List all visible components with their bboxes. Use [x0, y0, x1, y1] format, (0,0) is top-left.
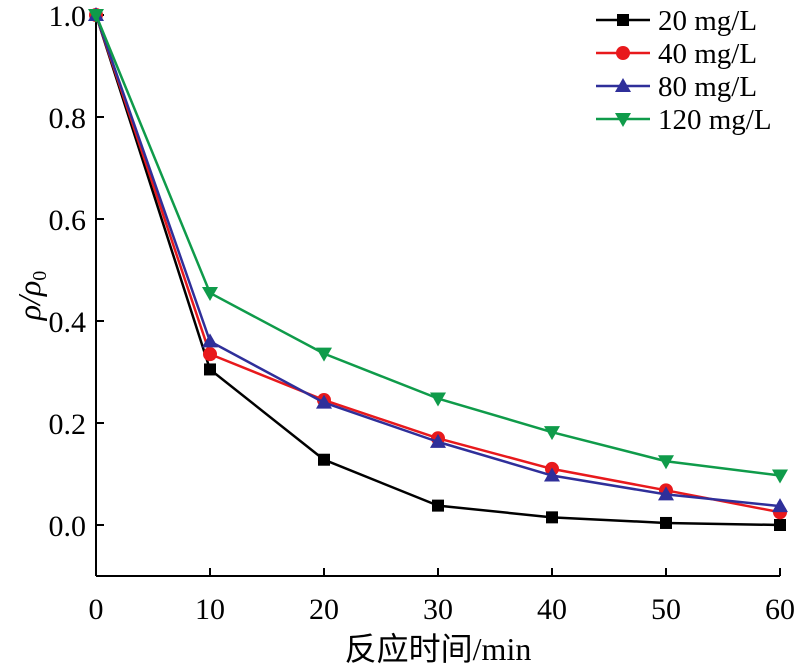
- series-2: [88, 7, 788, 513]
- series-layer: [88, 7, 788, 531]
- y-axis-title-subscript: 0: [29, 271, 51, 281]
- data-point-square: [774, 519, 786, 531]
- data-point-triangle-down: [202, 286, 218, 301]
- data-point-triangle-down: [658, 455, 674, 470]
- data-point-square: [617, 14, 629, 26]
- series-0: [90, 9, 786, 531]
- x-tick-label: 40: [537, 593, 567, 626]
- data-point-triangle-up: [430, 433, 446, 448]
- y-tick-label: 0.8: [49, 102, 87, 135]
- x-tick-label: 50: [651, 593, 681, 626]
- series-3: [88, 9, 788, 484]
- data-point-triangle-up: [615, 78, 631, 92]
- data-point-triangle-up: [202, 333, 218, 348]
- x-tick-label: 10: [195, 593, 225, 626]
- legend-item: 20 mg/L: [596, 5, 757, 37]
- data-point-triangle-down: [88, 9, 104, 23]
- data-point-square: [204, 363, 216, 376]
- legend-item: 80 mg/L: [596, 71, 757, 103]
- y-tick-label: 1.0: [49, 0, 87, 33]
- data-point-square: [546, 511, 558, 524]
- data-point-square: [660, 516, 672, 529]
- x-tick-label: 0: [89, 593, 104, 626]
- legend-label: 120 mg/L: [658, 104, 772, 136]
- data-point-circle: [203, 347, 217, 362]
- y-tick-label: 0.2: [49, 408, 87, 441]
- data-point-triangle-down: [772, 469, 788, 484]
- data-point-triangle-down: [544, 426, 560, 441]
- y-tick-label: 0.6: [49, 204, 87, 237]
- x-tick-label: 60: [765, 593, 795, 626]
- y-axis-title-main: ρ/ρ: [11, 281, 47, 322]
- legend-label: 80 mg/L: [658, 71, 757, 103]
- legend-item: 120 mg/L: [596, 104, 772, 136]
- data-point-triangle-down: [615, 113, 631, 127]
- data-point-triangle-up: [544, 467, 560, 482]
- data-point-square: [432, 499, 444, 512]
- axes: 0 10 20 30 40 50 60 0.0 0.2 0.4 0.6 0.8 1.0: [49, 0, 796, 626]
- legend-item: 40 mg/L: [596, 38, 757, 70]
- legend-label: 20 mg/L: [658, 5, 757, 37]
- y-tick-label: 0.0: [49, 510, 87, 543]
- legend-label: 40 mg/L: [658, 38, 757, 70]
- data-point-triangle-up: [772, 498, 788, 513]
- data-point-triangle-down: [430, 392, 446, 407]
- x-axis-title: 反应时间/min: [345, 631, 532, 667]
- y-tick-label: 0.4: [49, 306, 87, 339]
- x-tick-label: 30: [423, 593, 453, 626]
- y-axis-title: ρ/ρ0: [11, 271, 51, 322]
- data-point-square: [318, 453, 330, 466]
- data-point-circle: [616, 46, 630, 60]
- x-tick-label: 20: [309, 593, 339, 626]
- data-point-triangle-up: [658, 486, 674, 501]
- data-point-triangle-up: [316, 394, 332, 409]
- data-point-triangle-down: [316, 347, 332, 362]
